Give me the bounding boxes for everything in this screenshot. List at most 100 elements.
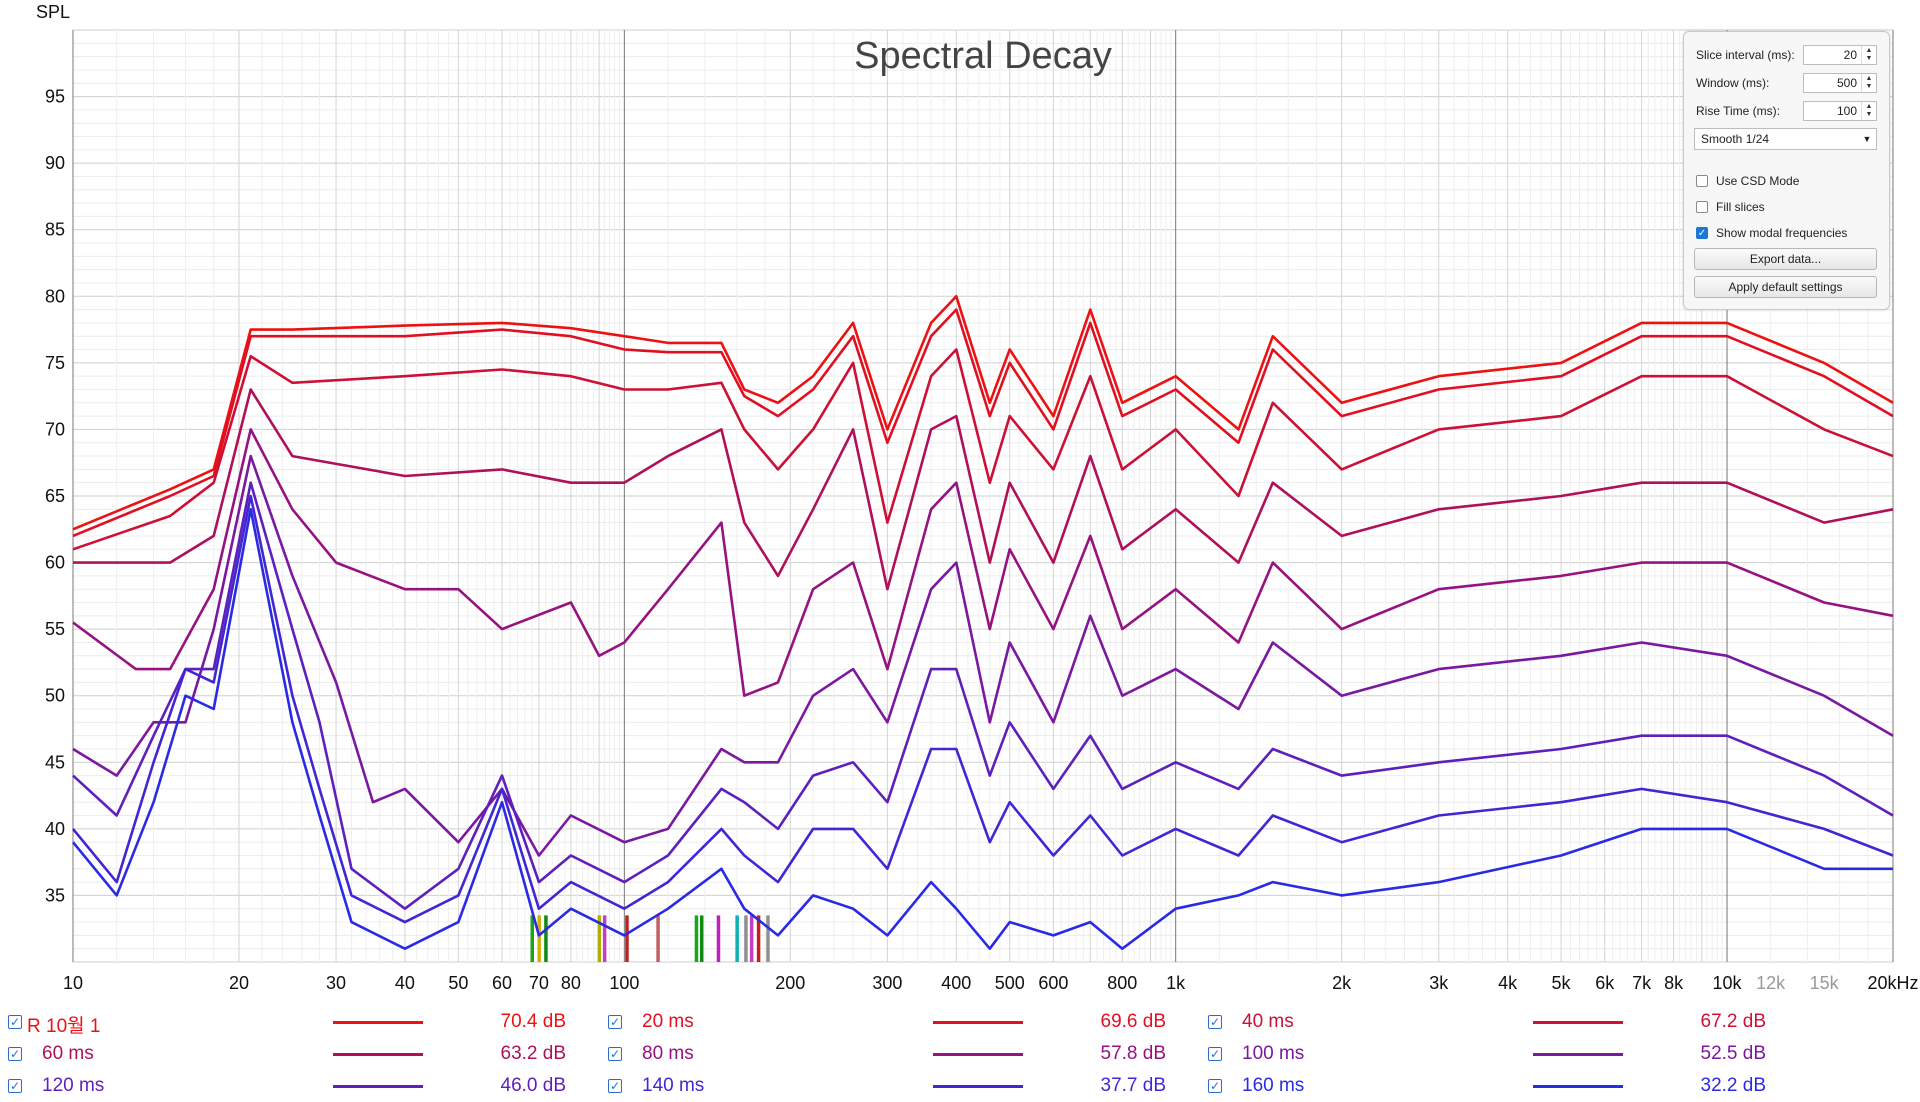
x-tick-label: 10k bbox=[1713, 973, 1743, 993]
fill-slices-label: Fill slices bbox=[1716, 200, 1765, 214]
x-tick-label: 40 bbox=[395, 973, 415, 993]
legend-item[interactable]: ✓ 160 ms 32.2 dB bbox=[1200, 1072, 1800, 1102]
x-tick-label: 1k bbox=[1166, 973, 1186, 993]
smoothing-select[interactable]: Smooth 1/24 ▼ bbox=[1694, 128, 1877, 150]
spinner-arrows-icon[interactable]: ▲ ▼ bbox=[1861, 46, 1876, 64]
legend-item[interactable]: ✓ 140 ms 37.7 dB bbox=[600, 1072, 1200, 1102]
spinner-arrows-icon[interactable]: ▲ ▼ bbox=[1861, 102, 1876, 120]
series-line bbox=[72, 348, 1894, 551]
legend-value: 32.2 dB bbox=[1700, 1075, 1767, 1096]
modal-marker bbox=[625, 915, 629, 962]
legend-item[interactable]: ✓ 80 ms 57.8 dB bbox=[600, 1040, 1200, 1070]
legend-item[interactable]: ✓ 20 ms 69.6 dB bbox=[600, 1008, 1200, 1038]
series-line bbox=[72, 481, 1894, 910]
legend-value: 57.8 dB bbox=[1100, 1043, 1167, 1064]
x-tick-label: 20 bbox=[229, 973, 249, 993]
apply-default-settings-button[interactable]: Apply default settings bbox=[1694, 276, 1877, 298]
use-csd-mode-label: Use CSD Mode bbox=[1716, 174, 1800, 188]
y-tick-label: 75 bbox=[45, 353, 65, 373]
legend-line-swatch bbox=[1533, 1021, 1623, 1024]
y-tick-label: 70 bbox=[45, 419, 65, 439]
legend-series-name: 60 ms bbox=[42, 1043, 94, 1064]
x-tick-label: 2k bbox=[1332, 973, 1352, 993]
window-row: Window (ms): 500 ▲ ▼ bbox=[1696, 72, 1877, 94]
legend-item[interactable]: ✓ R 10월 1 70.4 dB bbox=[0, 1008, 600, 1038]
checkbox-checked-icon[interactable]: ✓ bbox=[8, 1047, 22, 1061]
checkbox-checked-icon[interactable]: ✓ bbox=[8, 1015, 22, 1029]
x-tick-label: 200 bbox=[775, 973, 805, 993]
y-tick-label: 65 bbox=[45, 486, 65, 506]
x-tick-label: 500 bbox=[995, 973, 1025, 993]
checkmark-icon[interactable]: ✓ bbox=[1696, 227, 1708, 239]
legend-line-swatch bbox=[333, 1053, 423, 1056]
legend-value: 70.4 dB bbox=[500, 1011, 567, 1032]
rise-time-spinner[interactable]: 100 ▲ ▼ bbox=[1803, 101, 1877, 121]
modal-marker bbox=[744, 915, 748, 962]
spectral-decay-chart: 10 20 30 40 50 60 70 80 100 200 300 400 500 600 800 1k 2… bbox=[36, 2, 1919, 993]
slice-interval-spinner[interactable]: 20 ▲ ▼ bbox=[1803, 45, 1877, 65]
modal-marker bbox=[749, 915, 754, 962]
checkbox-checked-icon[interactable]: ✓ bbox=[608, 1015, 622, 1029]
rise-time-row: Rise Time (ms): 100 ▲ ▼ bbox=[1696, 100, 1877, 122]
x-tick-label: 6k bbox=[1595, 973, 1615, 993]
legend-series-name: 160 ms bbox=[1242, 1075, 1305, 1096]
rise-time-value[interactable]: 100 bbox=[1836, 104, 1857, 118]
x-tick-label: 60 bbox=[492, 973, 512, 993]
checkbox-checked-icon[interactable]: ✓ bbox=[1208, 1015, 1222, 1029]
checkbox-checked-icon[interactable]: ✓ bbox=[608, 1047, 622, 1061]
legend-value: 52.5 dB bbox=[1700, 1043, 1767, 1064]
rise-time-label: Rise Time (ms): bbox=[1696, 104, 1780, 118]
series-line bbox=[72, 308, 1894, 538]
modal-marker bbox=[766, 915, 770, 962]
x-tick-label: 800 bbox=[1107, 973, 1137, 993]
x-tick-label: 30 bbox=[326, 973, 346, 993]
checkbox-checked-icon[interactable]: ✓ bbox=[1208, 1079, 1222, 1093]
checkbox-checked-icon[interactable]: ✓ bbox=[608, 1079, 622, 1093]
checkbox-checked-icon[interactable]: ✓ bbox=[8, 1079, 22, 1093]
x-tick-label: 80 bbox=[561, 973, 581, 993]
window-spinner[interactable]: 500 ▲ ▼ bbox=[1803, 73, 1877, 93]
x-tick-label: 7k bbox=[1632, 973, 1652, 993]
series-line bbox=[72, 295, 1894, 531]
window-value[interactable]: 500 bbox=[1836, 76, 1857, 90]
chevron-down-icon[interactable]: ▼ bbox=[1862, 134, 1872, 144]
series-line bbox=[73, 388, 1894, 591]
checkbox-icon[interactable] bbox=[1696, 175, 1708, 187]
legend-line-swatch bbox=[333, 1085, 423, 1088]
x-tick-label: 15k bbox=[1810, 973, 1840, 993]
legend-item[interactable]: ✓ 40 ms 67.2 dB bbox=[1200, 1008, 1800, 1038]
fill-slices-checkbox[interactable]: Fill slices bbox=[1696, 198, 1765, 216]
smoothing-value: Smooth 1/24 bbox=[1701, 132, 1770, 146]
use-csd-mode-checkbox[interactable]: Use CSD Mode bbox=[1696, 172, 1799, 190]
y-tick-label: 60 bbox=[45, 553, 65, 573]
legend-item[interactable]: ✓ 120 ms 46.0 dB bbox=[0, 1072, 600, 1102]
y-tick-label: 55 bbox=[45, 619, 65, 639]
legend-item[interactable]: ✓ 60 ms 63.2 dB bbox=[0, 1040, 600, 1070]
legend-value: 37.7 dB bbox=[1100, 1075, 1167, 1096]
legend-item[interactable]: ✓ 100 ms 52.5 dB bbox=[1200, 1040, 1800, 1070]
legend-line-swatch bbox=[933, 1085, 1023, 1088]
x-axis-ticks: 10 20 30 40 50 60 70 80 100 200 300 400 500 600 800 1k 2… bbox=[63, 973, 1919, 993]
show-modal-frequencies-checkbox[interactable]: ✓ Show modal frequencies bbox=[1696, 224, 1847, 242]
y-tick-label: 45 bbox=[45, 752, 65, 772]
legend-series-name: 120 ms bbox=[42, 1075, 105, 1096]
checkbox-checked-icon[interactable]: ✓ bbox=[1208, 1047, 1222, 1061]
legend-line-swatch bbox=[1533, 1085, 1623, 1088]
export-data-button[interactable]: Export data... bbox=[1694, 248, 1877, 270]
modal-marker bbox=[537, 915, 541, 962]
legend-line-swatch bbox=[933, 1021, 1023, 1024]
modal-marker bbox=[544, 915, 548, 962]
legend-series-name: 100 ms bbox=[1242, 1043, 1305, 1064]
y-tick-label: 85 bbox=[45, 220, 65, 240]
slice-interval-row: Slice interval (ms): 20 ▲ ▼ bbox=[1696, 44, 1877, 66]
modal-marker bbox=[716, 915, 721, 962]
x-tick-label: 12k bbox=[1756, 973, 1786, 993]
y-tick-label: 80 bbox=[45, 286, 65, 306]
legend-series-name: R 10월 1 bbox=[27, 1016, 101, 1037]
checkbox-icon[interactable] bbox=[1696, 201, 1708, 213]
chart-grid bbox=[72, 29, 1894, 963]
x-tick-label: 600 bbox=[1038, 973, 1068, 993]
series-line bbox=[72, 428, 1894, 697]
slice-interval-value[interactable]: 20 bbox=[1843, 48, 1857, 62]
spinner-arrows-icon[interactable]: ▲ ▼ bbox=[1861, 74, 1876, 92]
